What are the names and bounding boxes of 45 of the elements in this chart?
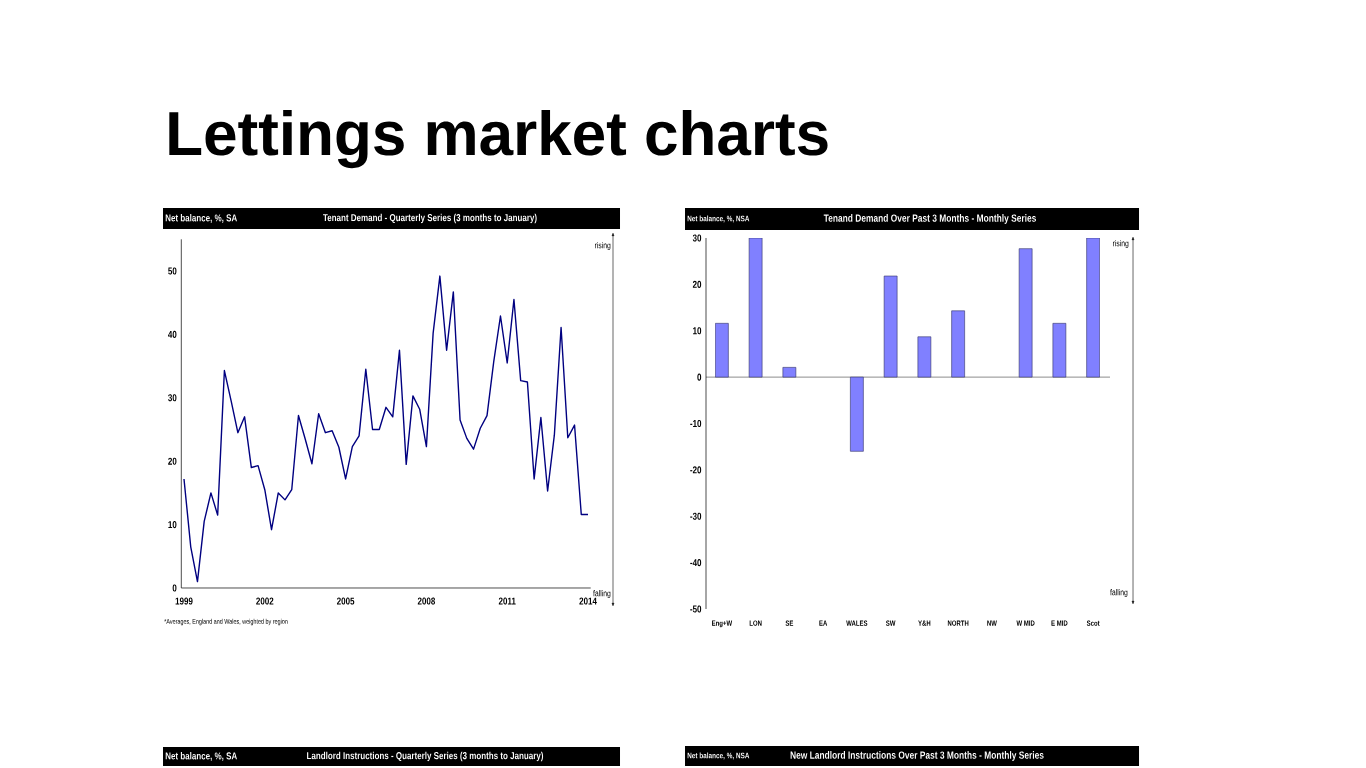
- bar: [748, 238, 763, 378]
- x-tick-label: 2008: [417, 597, 436, 605]
- line-series: [183, 275, 589, 583]
- y-tick-label: 10: [168, 521, 177, 529]
- y-tick-label: 20: [692, 280, 702, 288]
- y-tick-label: 10: [693, 327, 702, 335]
- text: Lettings market charts: [169, 110, 828, 169]
- x-tick-label: 1999: [175, 597, 193, 605]
- bar: [951, 310, 965, 378]
- bar: [850, 376, 864, 452]
- bar: [1052, 323, 1067, 378]
- text: New Landlord Instructions Over Past 3 Months - Monthly Series: [790, 751, 1044, 761]
- x-tick-label: 2005: [336, 597, 355, 605]
- chart-title: Tenand Demand Over Past 3 Months - Monthly Series: [823, 214, 1036, 224]
- bar: [782, 367, 797, 378]
- text: Net balance, %, SA: [165, 752, 237, 761]
- y-tick-label: 0: [697, 373, 702, 381]
- bar: [917, 336, 932, 378]
- text: rising: [595, 242, 611, 250]
- y-tick-label: -30: [690, 512, 702, 520]
- bar: [715, 323, 729, 378]
- bar: [883, 275, 898, 378]
- y-tick-label: 30: [692, 234, 702, 242]
- x-tick-label: 2014: [579, 597, 597, 605]
- y-axis-title: Net balance, %, SA: [165, 214, 237, 223]
- y-tick-label: -20: [690, 466, 702, 474]
- text: falling: [1110, 589, 1128, 597]
- y-tick-label: -40: [690, 559, 702, 567]
- y-tick-label: -50: [690, 605, 702, 613]
- y-axis-title: Net balance, %, NSA: [687, 215, 750, 223]
- text: Landlord Instructions - Quarterly Series (3 months to January): [307, 751, 544, 762]
- y-tick-label: 40: [168, 330, 177, 338]
- y-tick-label: 0: [172, 584, 177, 592]
- y-tick-label: 20: [168, 457, 177, 465]
- text: rising: [1113, 240, 1129, 248]
- x-tick-label: 2002: [256, 597, 274, 605]
- chart-title: Tenant Demand - Quarterly Series (3 months to January): [323, 213, 537, 224]
- y-tick-label: 50: [168, 267, 177, 275]
- text: Net balance, %, NSA: [687, 752, 750, 760]
- bar: [1086, 238, 1100, 378]
- y-tick-label: -10: [690, 419, 702, 428]
- x-tick-label: 2011: [498, 597, 516, 605]
- bar: [1018, 248, 1033, 378]
- y-tick-label: 30: [168, 394, 177, 402]
- text: falling: [593, 590, 611, 598]
